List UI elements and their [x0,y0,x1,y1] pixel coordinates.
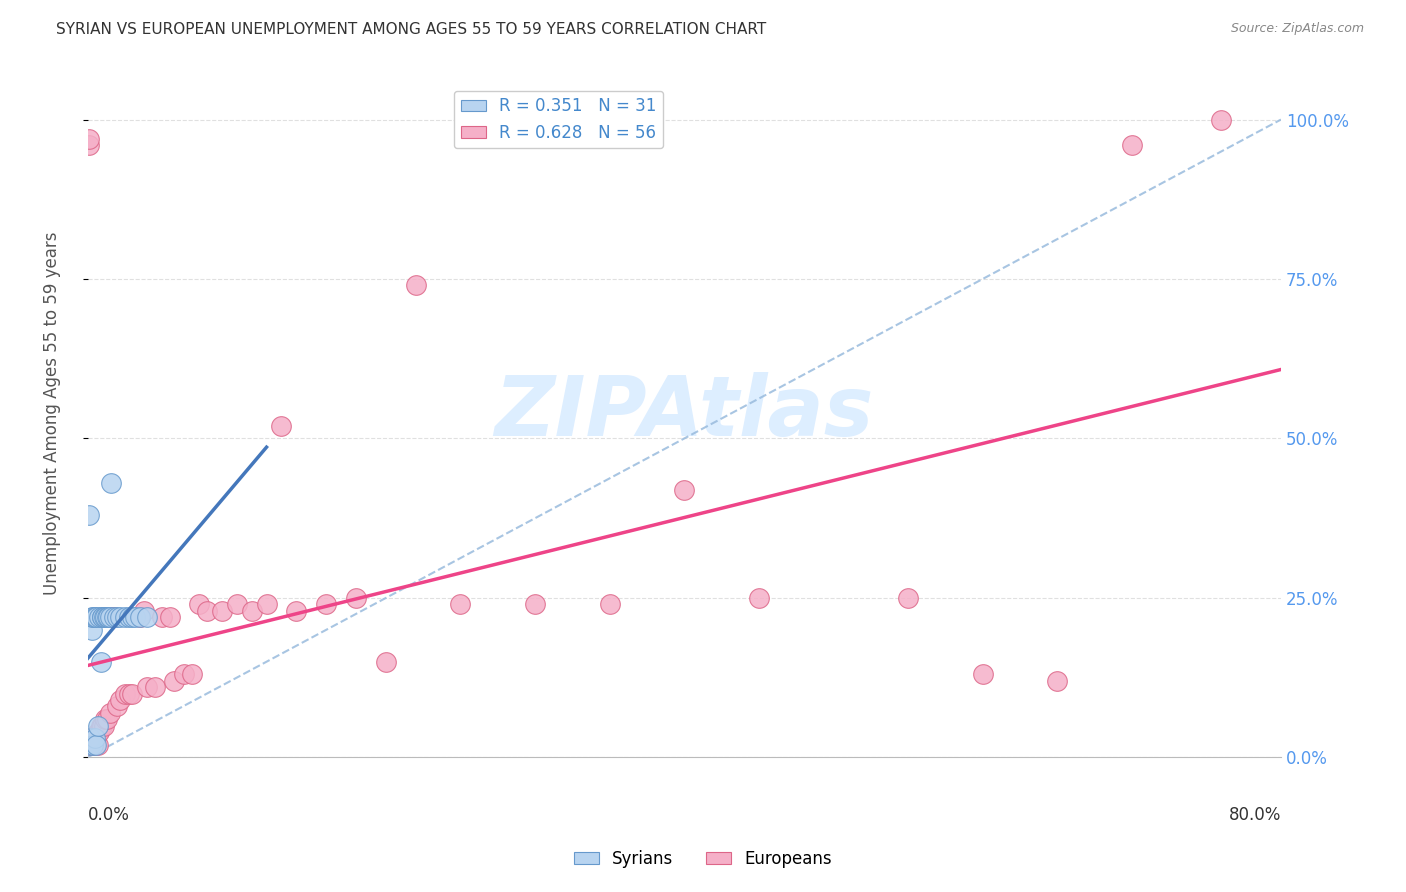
Point [128,610,150,624]
Point [285,604,308,618]
Point [89,610,111,624]
Point [82,610,104,624]
Point [121,687,143,701]
Point [84,610,107,624]
Point [599,597,621,611]
Point [181,667,204,681]
Point [134,604,156,618]
Point [121,610,143,624]
Point [270,418,292,433]
Point [374,655,396,669]
Point [77,508,100,522]
Point [105,610,128,624]
Point [86,610,108,624]
Point [195,604,218,618]
Point [100,476,122,491]
Point [110,610,132,624]
Point [80,731,103,746]
Point [1211,112,1233,127]
Point [110,693,132,707]
Point [449,597,471,611]
Text: ZIPAtlas: ZIPAtlas [495,373,875,453]
Point [86,731,108,746]
Point [1121,138,1143,153]
Point [524,597,547,611]
Point [150,610,173,624]
Point [98,706,121,720]
Point [143,680,166,694]
Text: SYRIAN VS EUROPEAN UNEMPLOYMENT AMONG AGES 55 TO 59 YEARS CORRELATION CHART: SYRIAN VS EUROPEAN UNEMPLOYMENT AMONG AG… [56,22,766,37]
Point [405,278,427,293]
Point [114,610,136,624]
Point [97,610,120,624]
Point [79,738,101,752]
Point [159,610,181,624]
Point [84,738,107,752]
Point [256,597,278,611]
Point [89,725,111,739]
Point [1046,673,1069,688]
Point [79,738,101,752]
Point [98,610,121,624]
Point [100,610,122,624]
Point [118,687,141,701]
Legend: Syrians, Europeans: Syrians, Europeans [567,844,839,875]
Point [84,731,107,746]
Point [972,667,994,681]
Point [240,604,263,618]
Point [673,483,696,497]
Point [118,610,141,624]
Point [103,610,125,624]
Point [77,138,100,153]
Point [94,712,117,726]
Point [173,667,195,681]
Point [748,591,770,605]
Point [315,597,337,611]
Point [91,610,114,624]
Point [128,610,150,624]
Point [90,718,112,732]
Point [136,610,159,624]
Point [93,610,115,624]
Point [897,591,920,605]
Legend: R = 0.351   N = 31, R = 0.628   N = 56: R = 0.351 N = 31, R = 0.628 N = 56 [454,91,662,148]
Point [82,738,104,752]
Point [96,712,118,726]
Point [87,738,110,752]
Point [91,610,114,624]
Point [87,718,110,732]
Point [87,725,110,739]
Point [344,591,367,605]
Point [86,738,108,752]
Text: Source: ZipAtlas.com: Source: ZipAtlas.com [1230,22,1364,36]
Point [105,699,128,714]
Point [79,731,101,746]
Point [80,623,103,637]
Point [82,738,104,752]
Point [163,673,186,688]
Point [80,738,103,752]
Point [90,655,112,669]
Point [84,731,107,746]
Point [136,680,159,694]
Point [91,718,114,732]
Y-axis label: Unemployment Among Ages 55 to 59 years: Unemployment Among Ages 55 to 59 years [44,231,60,595]
Point [124,610,146,624]
Text: 80.0%: 80.0% [1229,805,1281,823]
Point [114,687,136,701]
Point [96,610,118,624]
Point [211,604,233,618]
Point [80,610,103,624]
Point [94,610,117,624]
Point [93,718,115,732]
Point [103,610,125,624]
Point [225,597,247,611]
Point [188,597,211,611]
Point [77,131,100,145]
Text: 0.0%: 0.0% [87,805,129,823]
